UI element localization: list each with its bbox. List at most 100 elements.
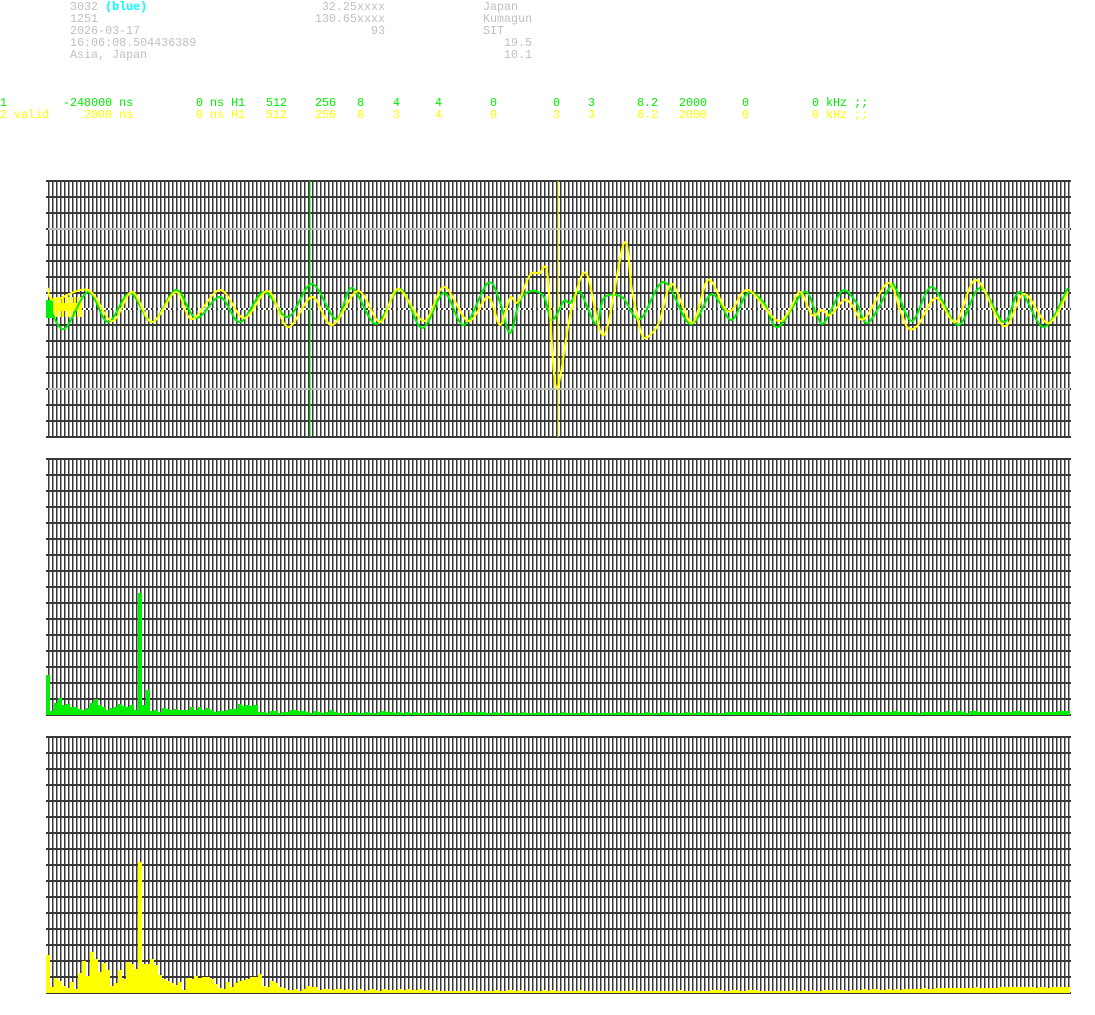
spectrum-bar xyxy=(786,991,790,993)
spectrum-bar xyxy=(634,991,638,993)
spectrum-bar xyxy=(858,990,862,993)
spectrum-bar xyxy=(818,712,822,715)
spectrum-bar xyxy=(82,961,86,993)
spectrum-bar xyxy=(598,991,602,993)
spectrum-bar xyxy=(174,985,178,993)
spectrum-bar xyxy=(102,707,106,715)
spectrum-bar xyxy=(386,990,390,993)
spectrum-bar xyxy=(478,712,482,715)
spectrum-bar xyxy=(694,991,698,993)
channel-field: 0 xyxy=(490,96,498,110)
spectrum-bar xyxy=(834,990,838,993)
channel-field: 8 xyxy=(357,96,365,110)
spectrum-bar xyxy=(430,712,434,715)
channel-field: 4 xyxy=(435,108,443,122)
channel-field: 1 xyxy=(0,96,8,110)
spectrum-bar xyxy=(90,952,94,993)
spectrum-bar xyxy=(106,970,110,993)
spectrum-bar xyxy=(942,712,946,715)
spectrum-bar xyxy=(138,862,142,993)
spectrum-bar xyxy=(1014,711,1018,715)
spectrum-bar xyxy=(1042,987,1046,993)
spectrum-bar xyxy=(638,713,642,715)
spectrum-bar xyxy=(278,713,282,715)
channel-field: 8.2 xyxy=(637,108,659,122)
spectrum-bar xyxy=(234,983,238,993)
spectrum-bars xyxy=(46,862,1070,993)
spectrum-bar xyxy=(210,979,214,993)
spectrum-bar xyxy=(142,705,146,715)
spectrum-bar xyxy=(498,713,502,715)
spectrum-bar xyxy=(1062,987,1066,993)
spectrum-bar xyxy=(418,713,422,715)
spectrum-bar xyxy=(602,713,606,715)
spectrum-bar xyxy=(458,713,462,715)
spectrum-bar xyxy=(286,990,290,993)
spectrum-bar xyxy=(514,991,518,993)
spectrum-bar xyxy=(870,712,874,715)
spectrum-bar xyxy=(494,990,498,993)
spectrum-bar xyxy=(602,991,606,993)
spectrum-bar xyxy=(954,988,958,993)
spectrum-bar xyxy=(166,981,170,993)
spectrum-bar xyxy=(630,713,634,715)
spectrum-bar xyxy=(250,977,254,993)
spectrum-bar xyxy=(170,710,174,715)
spectrum-bar xyxy=(50,711,54,715)
spectrum-bar xyxy=(90,703,94,715)
spectrum-bar xyxy=(522,991,526,993)
spectrum-bar xyxy=(518,713,522,715)
spectrum-bar xyxy=(986,988,990,993)
spectrum-bar xyxy=(978,712,982,715)
spectrum-bar xyxy=(442,991,446,993)
spectrum-bar xyxy=(1018,711,1022,715)
spectrum-bar xyxy=(238,981,242,993)
spectrum-bar xyxy=(530,991,534,993)
spectrum-bar xyxy=(410,990,414,993)
spectrum-bar xyxy=(298,991,302,993)
spectrum-bar xyxy=(138,593,142,715)
channel-field: 2000 xyxy=(679,96,708,110)
spectrum-bar xyxy=(798,991,802,993)
spectrum-bar xyxy=(258,974,262,993)
spectrum-bar xyxy=(218,711,222,715)
spectrum-bar xyxy=(770,713,774,715)
spectrum-bar xyxy=(658,991,662,993)
spectrum-bar xyxy=(282,712,286,715)
spectrum-bar xyxy=(398,712,402,715)
spectrum-bar xyxy=(350,712,354,715)
spectrum-bar xyxy=(766,991,770,993)
spectrum-bar xyxy=(114,983,118,993)
spectrum-bar xyxy=(818,991,822,993)
spectrum-bar xyxy=(918,713,922,715)
spectrum-bar xyxy=(366,712,370,715)
spectrum-bar xyxy=(354,990,358,993)
spectrum-bar xyxy=(266,987,270,993)
spectrum-bar xyxy=(310,713,314,715)
spectrum-bar xyxy=(1034,988,1038,993)
spectrum-bar xyxy=(850,713,854,715)
channel-field: 0 ns H1 xyxy=(196,108,246,122)
trace-start-block-ch2 xyxy=(53,303,81,311)
spectrum-bar xyxy=(506,990,510,993)
spectrum-bar xyxy=(406,989,410,993)
spectrum-bar xyxy=(330,990,334,993)
spectrum-bar xyxy=(374,713,378,715)
spectrum-bar xyxy=(370,713,374,715)
spectrum-bar xyxy=(182,710,186,715)
channel-field: 0 kHz ;; xyxy=(812,96,869,110)
spectrum-bar xyxy=(1046,988,1050,993)
spectrum-bar xyxy=(474,713,478,715)
spectrum-bar xyxy=(54,703,58,715)
spectrum-bar xyxy=(882,712,886,715)
spectrum-bar xyxy=(806,991,810,993)
site: SIT xyxy=(483,24,505,38)
spectrum-bar xyxy=(946,711,950,715)
spectrum-bar xyxy=(746,712,750,715)
spectrum-bar xyxy=(626,712,630,715)
spectrum-bar xyxy=(642,991,646,993)
spectrum-bar xyxy=(402,990,406,993)
spectrum-bar xyxy=(314,711,318,715)
spectrum-bar xyxy=(394,713,398,715)
spectrum-bar xyxy=(270,711,274,715)
